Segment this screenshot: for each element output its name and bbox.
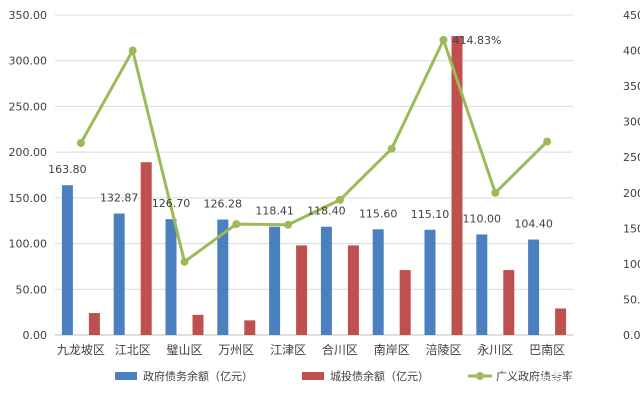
watermark: 头条 @普益标准: [537, 370, 632, 386]
bar: [217, 219, 229, 335]
line-series: [76, 35, 552, 266]
bar-value-label: 118.41: [255, 205, 294, 218]
left-tick-label: 50.00: [16, 283, 48, 296]
left-tick-label: 200.00: [9, 146, 48, 159]
category-label: 九龙坡区: [57, 343, 105, 357]
left-tick-label: 350.00: [9, 9, 48, 22]
right-tick-label: 450.00%: [623, 9, 640, 22]
bar-value-label: 126.70: [152, 197, 191, 210]
right-tick-label: 250.00%: [623, 151, 640, 164]
legend-swatch: [302, 372, 324, 380]
bar: [88, 313, 100, 335]
bar: [320, 226, 332, 335]
line-point: [543, 137, 552, 146]
bar-value-label: 110.00: [463, 212, 502, 225]
bar-value-label: 115.60: [359, 207, 398, 220]
line-annotation: 414.83%: [453, 34, 502, 47]
line-point: [284, 220, 293, 229]
left-tick-label: 0.00: [23, 329, 48, 342]
category-label: 江津区: [270, 343, 306, 357]
bar: [372, 229, 384, 335]
category-label: 永川区: [477, 343, 513, 357]
line-path: [79, 38, 549, 264]
category-label: 南岸区: [374, 342, 410, 357]
bar: [424, 229, 436, 335]
right-tick-label: 400.00%: [623, 45, 640, 58]
bar: [451, 36, 463, 336]
bar: [61, 185, 73, 335]
bar: [296, 245, 308, 335]
category-label: 江北区: [115, 343, 151, 357]
bar: [192, 314, 204, 335]
legend-swatch: [115, 372, 137, 380]
bar: [140, 162, 152, 335]
bar: [165, 219, 177, 335]
bar-series: [61, 36, 567, 336]
line-point: [76, 139, 85, 147]
legend-label: 广义政府债务率: [496, 369, 573, 383]
right-tick-label: 350.00%: [623, 80, 640, 93]
right-axis-ticks: 0.00% 50.00% 100.00% 150.00% 200.00% 250.00% 3…: [623, 9, 640, 342]
line-point: [387, 144, 396, 153]
legend-swatch-marker: [476, 372, 484, 380]
data-labels: 163.80 132.87 126.70 126.28 118.41 118.40 115.…: [48, 34, 553, 231]
left-tick-label: 300.00: [9, 55, 48, 68]
line-point: [439, 35, 448, 44]
category-label: 璧山区: [166, 342, 202, 357]
bar: [244, 320, 256, 335]
category-labels: 九龙坡区 江北区 璧山区 万州区 江津区 合川区 南岸区 涪陵区 永川区 巴南区: [57, 342, 565, 357]
left-tick-label: 150.00: [9, 192, 48, 205]
line-point: [180, 257, 189, 266]
left-axis-ticks: 0.00 50.00 100.00 150.00 200.00 250.00 300.00 3…: [9, 9, 48, 342]
bar-value-label: 132.87: [100, 192, 139, 205]
bar: [399, 270, 411, 335]
line-point: [491, 188, 500, 197]
right-tick-label: 200.00%: [623, 187, 640, 200]
left-tick-label: 100.00: [9, 238, 48, 251]
bar: [528, 239, 540, 335]
line-point: [232, 220, 241, 229]
right-tick-label: 150.00%: [623, 222, 640, 235]
right-tick-label: 300.00%: [623, 116, 640, 129]
right-tick-label: 0.00%: [623, 329, 640, 342]
category-label: 巴南区: [529, 342, 565, 357]
bar: [555, 308, 567, 335]
bar-value-label: 115.10: [411, 208, 450, 221]
right-tick-label: 100.00%: [623, 258, 640, 271]
bar: [347, 245, 359, 335]
bar-value-label: 118.40: [307, 205, 346, 218]
legend: 政府债务余额（亿元） 城投债余额（亿元） 广义政府债务率: [115, 369, 573, 383]
bar-value-label: 104.40: [514, 218, 553, 231]
bar: [269, 226, 281, 335]
right-tick-label: 50.00%: [623, 293, 640, 306]
category-label: 合川区: [322, 342, 358, 357]
bar-value-label: 126.28: [204, 198, 243, 211]
left-tick-label: 250.00: [9, 100, 48, 113]
legend-label: 政府债务余额（亿元）: [143, 369, 253, 383]
legend-label: 城投债余额（亿元）: [330, 369, 429, 383]
line-point: [335, 195, 344, 204]
bar: [476, 234, 488, 335]
bar: [503, 270, 515, 335]
category-label: 万州区: [218, 343, 254, 357]
bar: [113, 213, 125, 335]
category-label: 涪陵区: [425, 342, 461, 357]
bar-value-label: 163.80: [48, 163, 87, 176]
line-point: [128, 46, 137, 55]
